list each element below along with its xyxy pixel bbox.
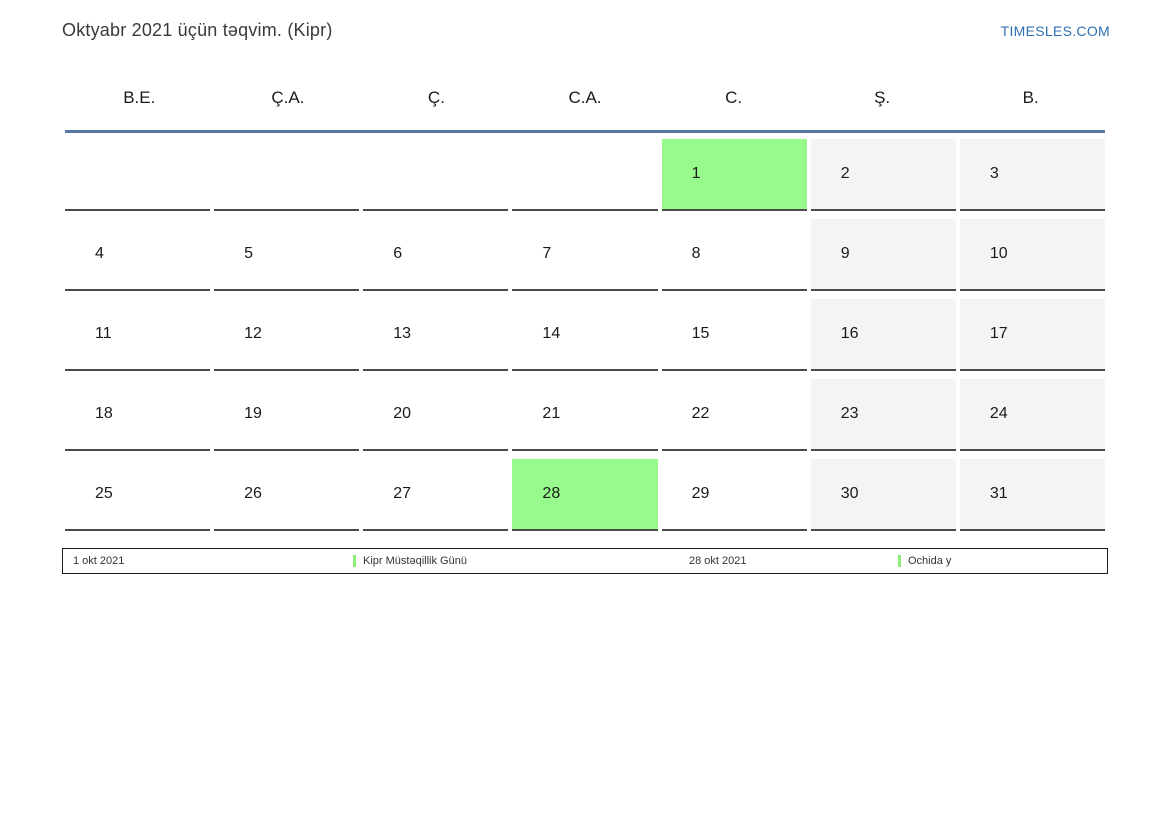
day-number: 22 — [691, 405, 710, 422]
day-number: 1 — [691, 165, 701, 182]
weekday-header-row: B.E. Ç.A. Ç. C.A. C. Ş. B. — [65, 86, 1105, 110]
day-number: 21 — [542, 405, 561, 422]
day-cell-10: 10 — [959, 219, 1105, 291]
legend-bar: 1 okt 2021 Kipr Müstəqillik Günü 28 okt … — [62, 548, 1108, 574]
day-cell-25: 25 — [65, 459, 211, 531]
calendar-grid: 1 2 3 4 5 6 7 8 9 10 11 12 13 14 15 16 17 18 19 20 21 22 23 24 2… — [65, 139, 1105, 531]
day-number: 26 — [244, 485, 262, 502]
day-cell-31: 31 — [959, 459, 1105, 531]
calendar: B.E. Ç.A. Ç. C.A. C. Ş. B. 1 2 3 4 5 6 7 8 9 10 11… — [65, 86, 1105, 531]
day-number: 12 — [244, 325, 262, 342]
weekday-label-thu: C.A. — [568, 88, 602, 107]
day-cell-3: 3 — [959, 139, 1105, 211]
day-cell-16: 16 — [810, 299, 956, 371]
day-cell-24: 24 — [959, 379, 1105, 451]
day-cell-7: 7 — [512, 219, 658, 291]
day-number: 24 — [989, 405, 1008, 422]
day-cell-6: 6 — [363, 219, 509, 291]
weekday-label-tue: Ç.A. — [271, 88, 305, 107]
day-cell-22: 22 — [661, 379, 807, 451]
day-number: 13 — [393, 325, 412, 342]
legend-item-1: Kipr Müstəqillik Günü — [353, 555, 467, 567]
day-number: 16 — [840, 325, 859, 342]
day-number: 3 — [989, 165, 999, 182]
day-number: 18 — [95, 405, 113, 422]
legend-label-1: Kipr Müstəqillik Günü — [363, 555, 467, 567]
day-number: 2 — [840, 165, 850, 182]
day-number: 5 — [244, 245, 254, 262]
day-cell-1: 1 — [661, 139, 807, 211]
day-cell-28: 28 — [512, 459, 658, 531]
day-cell-30: 30 — [810, 459, 956, 531]
day-number: 25 — [95, 485, 113, 502]
day-number: 20 — [393, 405, 412, 422]
holiday-marker-icon — [898, 555, 901, 567]
day-cell-29: 29 — [661, 459, 807, 531]
weekday-label-mon: B.E. — [123, 88, 156, 107]
legend-date-2: 28 okt 2021 — [689, 555, 747, 567]
day-cell-26: 26 — [214, 459, 360, 531]
day-number: 23 — [840, 405, 859, 422]
day-cell-2: 2 — [810, 139, 956, 211]
day-cell-13: 13 — [363, 299, 509, 371]
site-logo-link[interactable]: TIMESLES.COM — [1000, 23, 1110, 39]
day-cell-23: 23 — [810, 379, 956, 451]
day-cell-4: 4 — [65, 219, 211, 291]
day-number: 9 — [840, 245, 850, 262]
legend-date-1: 1 okt 2021 — [73, 555, 125, 567]
day-cell-empty — [214, 139, 360, 211]
day-number: 27 — [393, 485, 412, 502]
day-number: 30 — [840, 485, 859, 502]
holiday-marker-icon — [353, 555, 356, 567]
day-cell-empty — [512, 139, 658, 211]
day-number: 29 — [691, 485, 710, 502]
day-number: 28 — [542, 485, 561, 502]
day-cell-17: 17 — [959, 299, 1105, 371]
day-number: 7 — [542, 245, 552, 262]
weekday-label-fri: C. — [725, 88, 743, 107]
weekday-label-sat: Ş. — [874, 88, 891, 107]
day-number: 19 — [244, 405, 262, 422]
day-number: 8 — [691, 245, 701, 262]
day-number: 6 — [393, 245, 403, 262]
day-cell-18: 18 — [65, 379, 211, 451]
day-number: 31 — [989, 485, 1008, 502]
day-cell-8: 8 — [661, 219, 807, 291]
header-divider — [65, 130, 1105, 133]
day-cell-14: 14 — [512, 299, 658, 371]
day-cell-12: 12 — [214, 299, 360, 371]
day-cell-11: 11 — [65, 299, 211, 371]
day-number: 4 — [95, 245, 104, 262]
page-title: Oktyabr 2021 üçün təqvim. (Kipr) — [62, 20, 333, 40]
day-cell-9: 9 — [810, 219, 956, 291]
day-number: 14 — [542, 325, 561, 342]
day-cell-5: 5 — [214, 219, 360, 291]
day-cell-empty — [65, 139, 211, 211]
day-number: 10 — [989, 245, 1008, 262]
day-cell-27: 27 — [363, 459, 509, 531]
day-number: 11 — [95, 325, 112, 342]
day-cell-15: 15 — [661, 299, 807, 371]
day-cell-19: 19 — [214, 379, 360, 451]
day-number: 17 — [989, 325, 1008, 342]
day-cell-21: 21 — [512, 379, 658, 451]
day-cell-empty — [363, 139, 509, 211]
day-number: 15 — [691, 325, 710, 342]
legend-item-2: Ochida y — [898, 555, 951, 567]
weekday-label-sun: B. — [1022, 88, 1039, 107]
legend-label-2: Ochida y — [908, 555, 952, 567]
weekday-label-wed: Ç. — [427, 88, 445, 107]
day-cell-20: 20 — [363, 379, 509, 451]
